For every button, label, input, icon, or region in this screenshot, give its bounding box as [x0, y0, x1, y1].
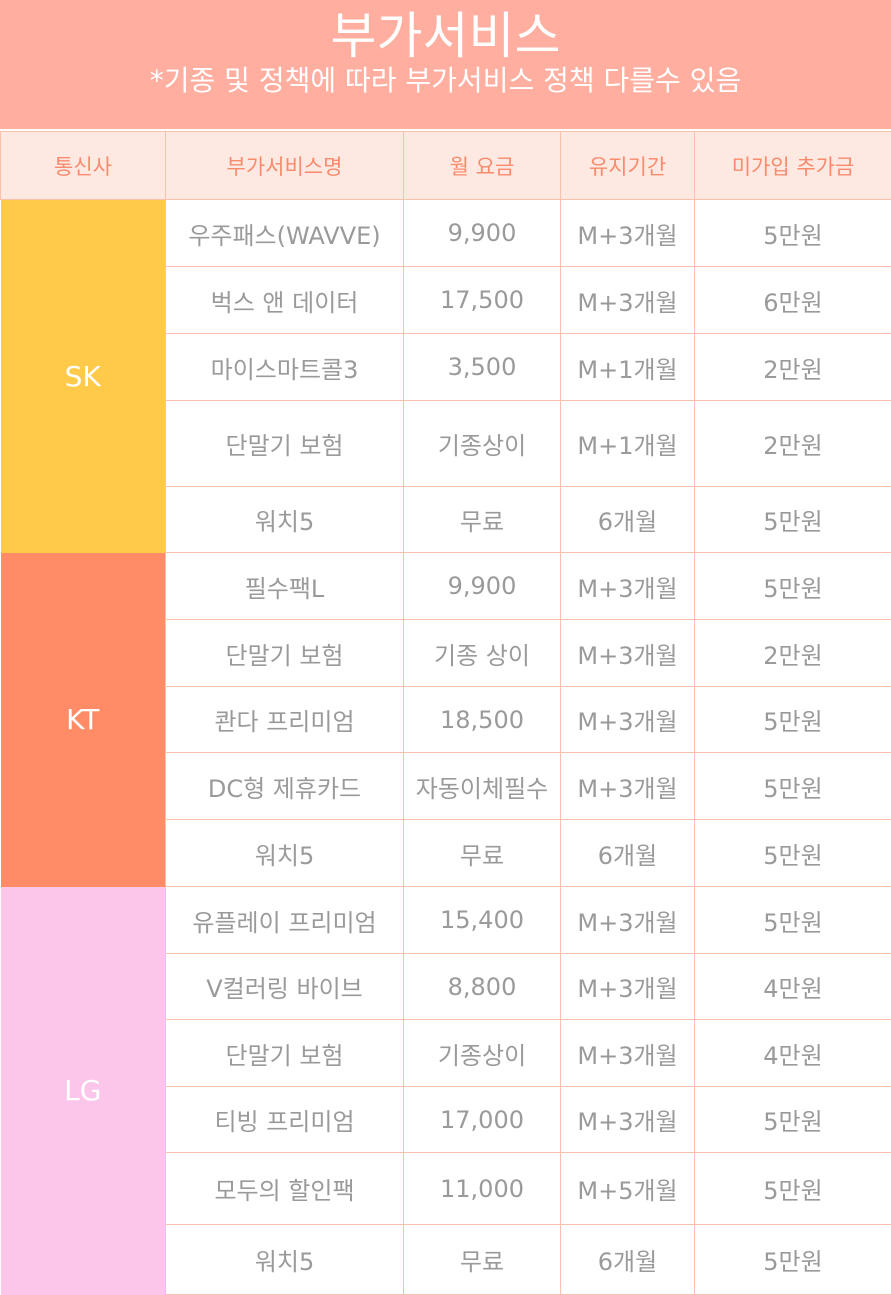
service-name-cell: 단말기 보험: [166, 401, 404, 487]
duration-cell: M+3개월: [561, 620, 695, 687]
service-name-cell: 벅스 앤 데이터: [166, 267, 404, 334]
duration-cell: M+3개월: [561, 1020, 695, 1087]
carrier-lg: LG: [1, 887, 166, 1295]
monthly-fee-cell: 17,500: [404, 267, 561, 334]
carrier-sk: SK: [1, 200, 166, 553]
service-name-cell: DC형 제휴카드: [166, 753, 404, 820]
col-penalty: 미가입 추가금: [695, 132, 891, 200]
duration-cell: M+3개월: [561, 1087, 695, 1153]
service-name-cell: 티빙 프리미엄: [166, 1087, 404, 1153]
monthly-fee-cell: 무료: [404, 487, 561, 553]
monthly-fee-cell: 17,000: [404, 1087, 561, 1153]
service-name-cell: V컬러링 바이브: [166, 954, 404, 1020]
col-duration: 유지기간: [561, 132, 695, 200]
service-name-cell: 마이스마트콜3: [166, 334, 404, 401]
monthly-fee-cell: 3,500: [404, 334, 561, 401]
penalty-cell: 5만원: [695, 487, 891, 553]
duration-cell: M+3개월: [561, 687, 695, 753]
penalty-cell: 2만원: [695, 334, 891, 401]
penalty-cell: 5만원: [695, 887, 891, 954]
service-name-cell: 우주패스(WAVVE): [166, 200, 404, 267]
duration-cell: M+5개월: [561, 1153, 695, 1225]
service-name-cell: 워치5: [166, 487, 404, 553]
duration-cell: M+3개월: [561, 887, 695, 954]
monthly-fee-cell: 8,800: [404, 954, 561, 1020]
service-name-cell: 단말기 보험: [166, 1020, 404, 1087]
duration-cell: M+3개월: [561, 553, 695, 620]
monthly-fee-cell: 기종상이: [404, 401, 561, 487]
col-monthly-fee: 월 요금: [404, 132, 561, 200]
penalty-cell: 6만원: [695, 267, 891, 334]
col-service-name: 부가서비스명: [166, 132, 404, 200]
monthly-fee-cell: 11,000: [404, 1153, 561, 1225]
service-name-cell: 모두의 할인팩: [166, 1153, 404, 1225]
monthly-fee-cell: 9,900: [404, 200, 561, 267]
duration-cell: 6개월: [561, 820, 695, 887]
duration-cell: M+3개월: [561, 200, 695, 267]
penalty-cell: 5만원: [695, 753, 891, 820]
service-name-cell: 필수팩L: [166, 553, 404, 620]
duration-cell: M+3개월: [561, 267, 695, 334]
duration-cell: M+3개월: [561, 954, 695, 1020]
monthly-fee-cell: 9,900: [404, 553, 561, 620]
monthly-fee-cell: 무료: [404, 820, 561, 887]
banner: 부가서비스 *기종 및 정책에 따라 부가서비스 정책 다를수 있음: [0, 0, 891, 131]
monthly-fee-cell: 기종상이: [404, 1020, 561, 1087]
penalty-cell: 4만원: [695, 1020, 891, 1087]
duration-cell: M+1개월: [561, 334, 695, 401]
monthly-fee-cell: 18,500: [404, 687, 561, 753]
penalty-cell: 2만원: [695, 620, 891, 687]
penalty-cell: 5만원: [695, 1087, 891, 1153]
monthly-fee-cell: 자동이체필수: [404, 753, 561, 820]
service-name-cell: 콴다 프리미엄: [166, 687, 404, 753]
service-name-cell: 워치5: [166, 820, 404, 887]
penalty-cell: 5만원: [695, 687, 891, 753]
penalty-cell: 5만원: [695, 1153, 891, 1225]
service-name-cell: 단말기 보험: [166, 620, 404, 687]
service-name-cell: 유플레이 프리미엄: [166, 887, 404, 954]
page-title: 부가서비스: [0, 6, 891, 66]
penalty-cell: 5만원: [695, 200, 891, 267]
col-carrier: 통신사: [1, 132, 166, 200]
penalty-cell: 5만원: [695, 820, 891, 887]
duration-cell: M+3개월: [561, 753, 695, 820]
duration-cell: M+1개월: [561, 401, 695, 487]
penalty-cell: 5만원: [695, 553, 891, 620]
duration-cell: 6개월: [561, 487, 695, 553]
monthly-fee-cell: 15,400: [404, 887, 561, 954]
header-row: 통신사 부가서비스명 월 요금 유지기간 미가입 추가금: [1, 132, 891, 200]
page-subtitle: *기종 및 정책에 따라 부가서비스 정책 다를수 있음: [146, 68, 746, 94]
penalty-cell: 4만원: [695, 954, 891, 1020]
penalty-cell: 2만원: [695, 401, 891, 487]
carrier-kt: KT: [1, 553, 166, 887]
monthly-fee-cell: 기종 상이: [404, 620, 561, 687]
